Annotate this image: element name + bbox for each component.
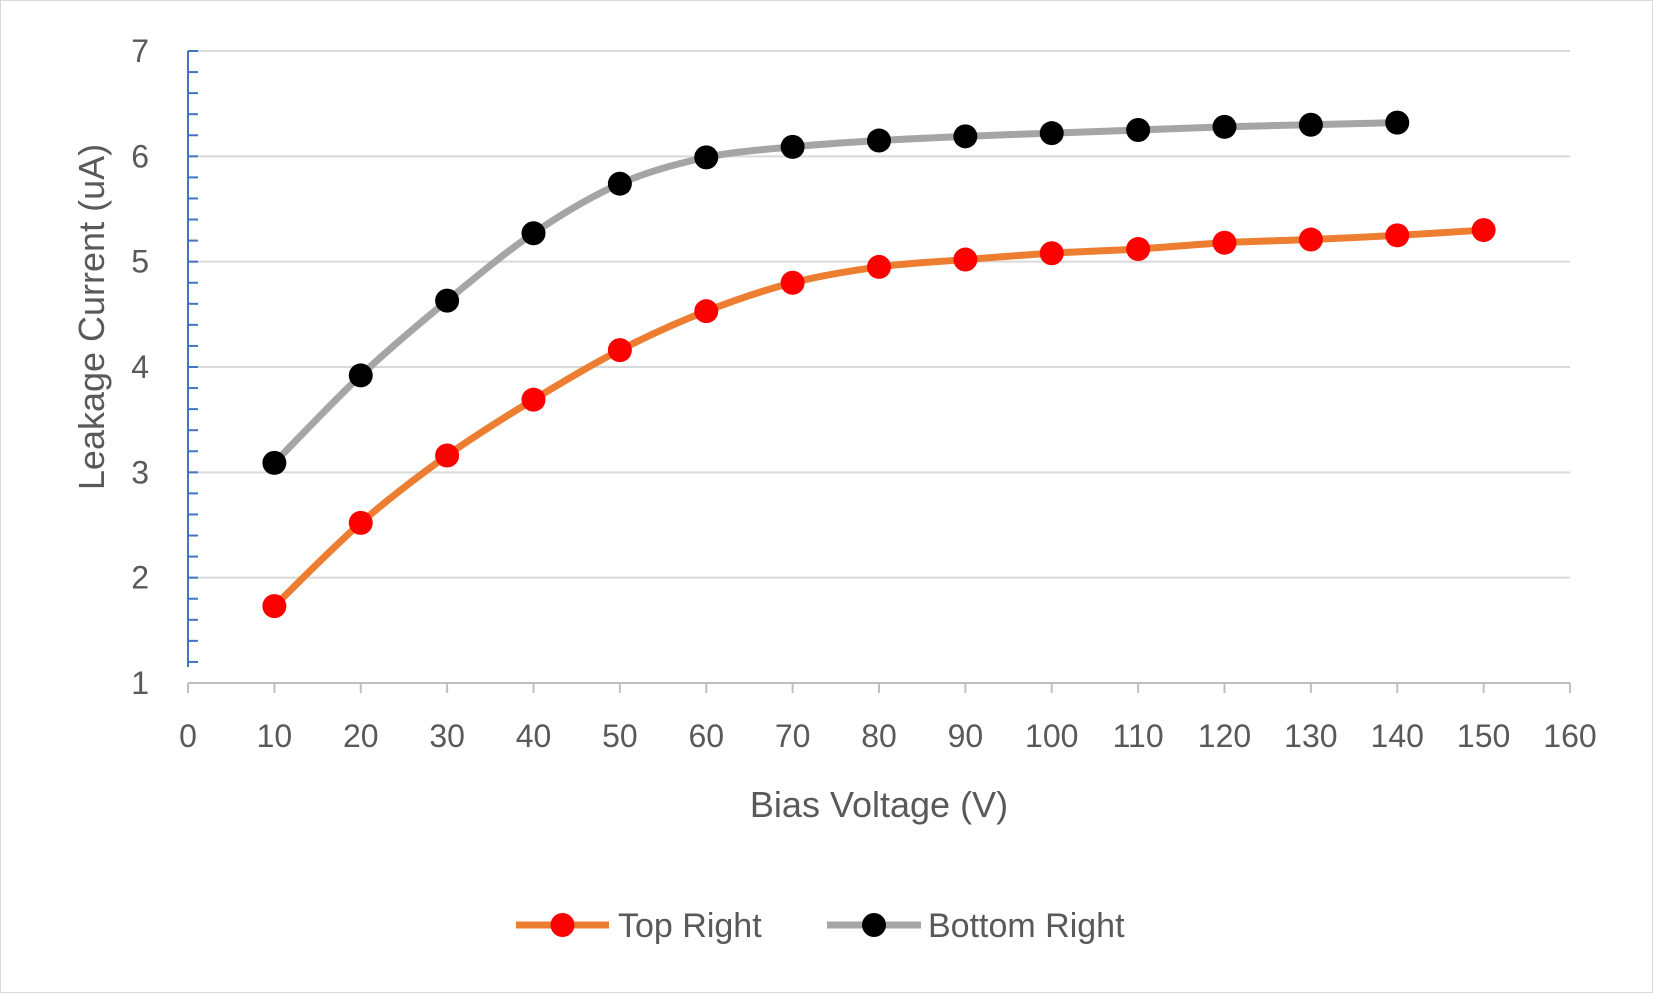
x-tick-label: 80 <box>861 718 897 754</box>
y-tick-label: 6 <box>131 138 149 174</box>
x-tick-label: 30 <box>429 718 465 754</box>
legend-label-top-right: Top Right <box>618 907 762 945</box>
x-tick-label: 10 <box>257 718 293 754</box>
x-tick-label: 50 <box>602 718 638 754</box>
series <box>262 110 1496 619</box>
x-tick-label: 160 <box>1543 718 1596 754</box>
x-tick-label: 140 <box>1371 718 1424 754</box>
data-point-top-right-10 <box>262 594 287 619</box>
x-tick-label: 120 <box>1198 718 1251 754</box>
x-tick-label: 40 <box>516 718 552 754</box>
y-tick-label: 1 <box>131 665 149 701</box>
data-point-top-right-150 <box>1471 218 1496 243</box>
data-point-bottom-right-80 <box>867 128 891 153</box>
data-point-bottom-right-120 <box>1212 114 1237 139</box>
legend-marker-top-right <box>550 913 575 937</box>
data-point-top-right-40 <box>521 387 546 412</box>
data-point-bottom-right-60 <box>694 145 719 170</box>
data-point-top-right-100 <box>1039 241 1064 266</box>
data-point-top-right-90 <box>953 247 978 272</box>
x-tick-label: 60 <box>688 718 724 754</box>
data-point-top-right-70 <box>780 270 805 295</box>
y-axis-title: Leakage Current (uA) <box>71 144 112 490</box>
x-tick-label: 150 <box>1457 718 1510 754</box>
legend-label-bottom-right: Bottom Right <box>928 907 1125 945</box>
x-tick-label: 130 <box>1284 718 1337 754</box>
y-tick-label: 3 <box>131 454 149 490</box>
data-point-top-right-130 <box>1298 227 1323 252</box>
data-point-bottom-right-10 <box>262 450 287 475</box>
y-tick-label: 7 <box>131 33 149 69</box>
data-point-top-right-60 <box>694 299 719 324</box>
data-point-bottom-right-40 <box>521 221 546 246</box>
data-point-bottom-right-90 <box>953 124 978 149</box>
x-tick-label: 90 <box>948 718 984 754</box>
data-point-top-right-30 <box>435 443 460 468</box>
x-tick-label: 110 <box>1113 718 1164 754</box>
series-line-top-right <box>270 226 1488 610</box>
legend: Top Right Bottom Right <box>516 907 1125 945</box>
x-tick-label: 20 <box>343 718 379 754</box>
x-axis-title: Bias Voltage (V) <box>750 784 1008 825</box>
data-point-top-right-80 <box>867 254 891 279</box>
data-point-bottom-right-20 <box>348 363 373 388</box>
x-tick-label: 0 <box>179 718 197 754</box>
data-point-top-right-50 <box>607 338 632 363</box>
data-point-bottom-right-70 <box>780 134 805 159</box>
legend-marker-bottom-right <box>862 913 886 937</box>
data-point-bottom-right-110 <box>1126 118 1151 142</box>
data-point-bottom-right-100 <box>1039 121 1064 146</box>
data-point-top-right-140 <box>1385 223 1410 248</box>
data-point-bottom-right-130 <box>1298 112 1323 137</box>
x-tick-label: 70 <box>775 718 811 754</box>
data-point-bottom-right-50 <box>607 171 632 196</box>
y-tick-label: 5 <box>131 244 149 280</box>
data-point-top-right-120 <box>1212 230 1237 255</box>
x-tick-label: 100 <box>1025 718 1078 754</box>
y-tick-label: 2 <box>131 560 149 596</box>
data-point-bottom-right-30 <box>435 288 460 313</box>
data-point-top-right-20 <box>348 510 373 535</box>
y-tick-label: 4 <box>131 349 149 385</box>
data-point-bottom-right-140 <box>1385 110 1410 135</box>
data-point-top-right-110 <box>1126 237 1151 262</box>
